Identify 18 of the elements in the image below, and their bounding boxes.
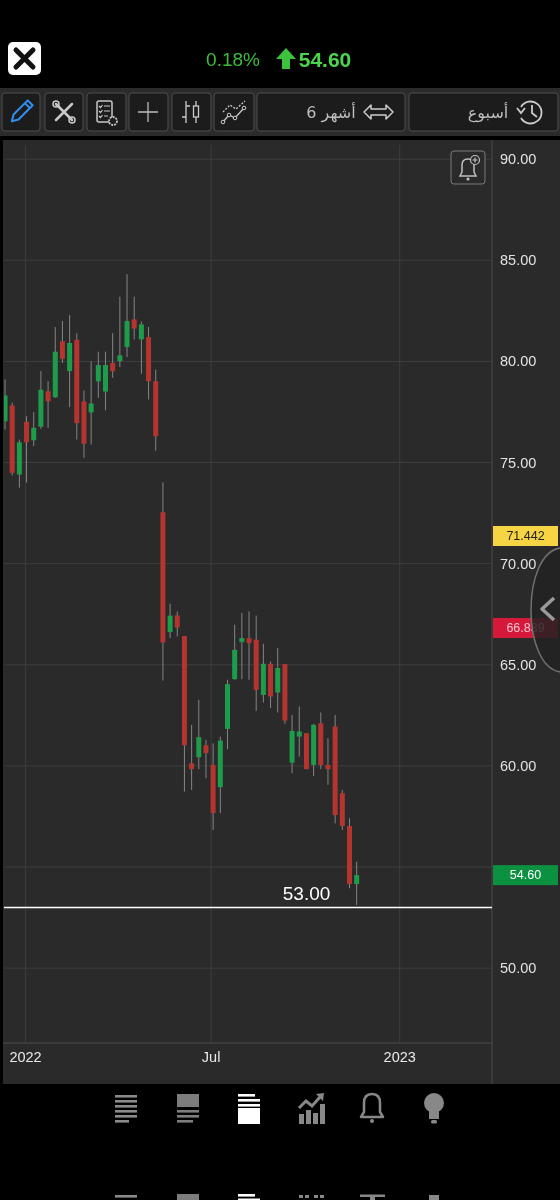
text: 6 أشهر xyxy=(306,101,356,123)
y-tick-label: 90.00 xyxy=(500,151,537,168)
x-tick-label: Jul xyxy=(201,1049,221,1065)
text: 71.442 xyxy=(506,529,545,543)
y-tick-label: 80.00 xyxy=(500,353,537,370)
y-tick-label: 85.00 xyxy=(500,252,537,269)
y-tick-label: 65.00 xyxy=(500,656,537,673)
text: 0.18% xyxy=(206,48,261,70)
y-tick-label: 75.00 xyxy=(500,454,537,471)
ref-line-label: 53.00 xyxy=(282,882,331,904)
text: 54.60 xyxy=(298,47,352,71)
text: أسبوع xyxy=(467,101,509,123)
y-tick-label: 50.00 xyxy=(500,960,537,977)
x-tick-label: 2022 xyxy=(9,1049,42,1065)
x-tick-label: 2023 xyxy=(383,1049,416,1065)
y-tick-label: 70.00 xyxy=(500,555,537,572)
y-tick-label: 60.00 xyxy=(500,757,537,774)
text: 54.60 xyxy=(509,868,542,883)
